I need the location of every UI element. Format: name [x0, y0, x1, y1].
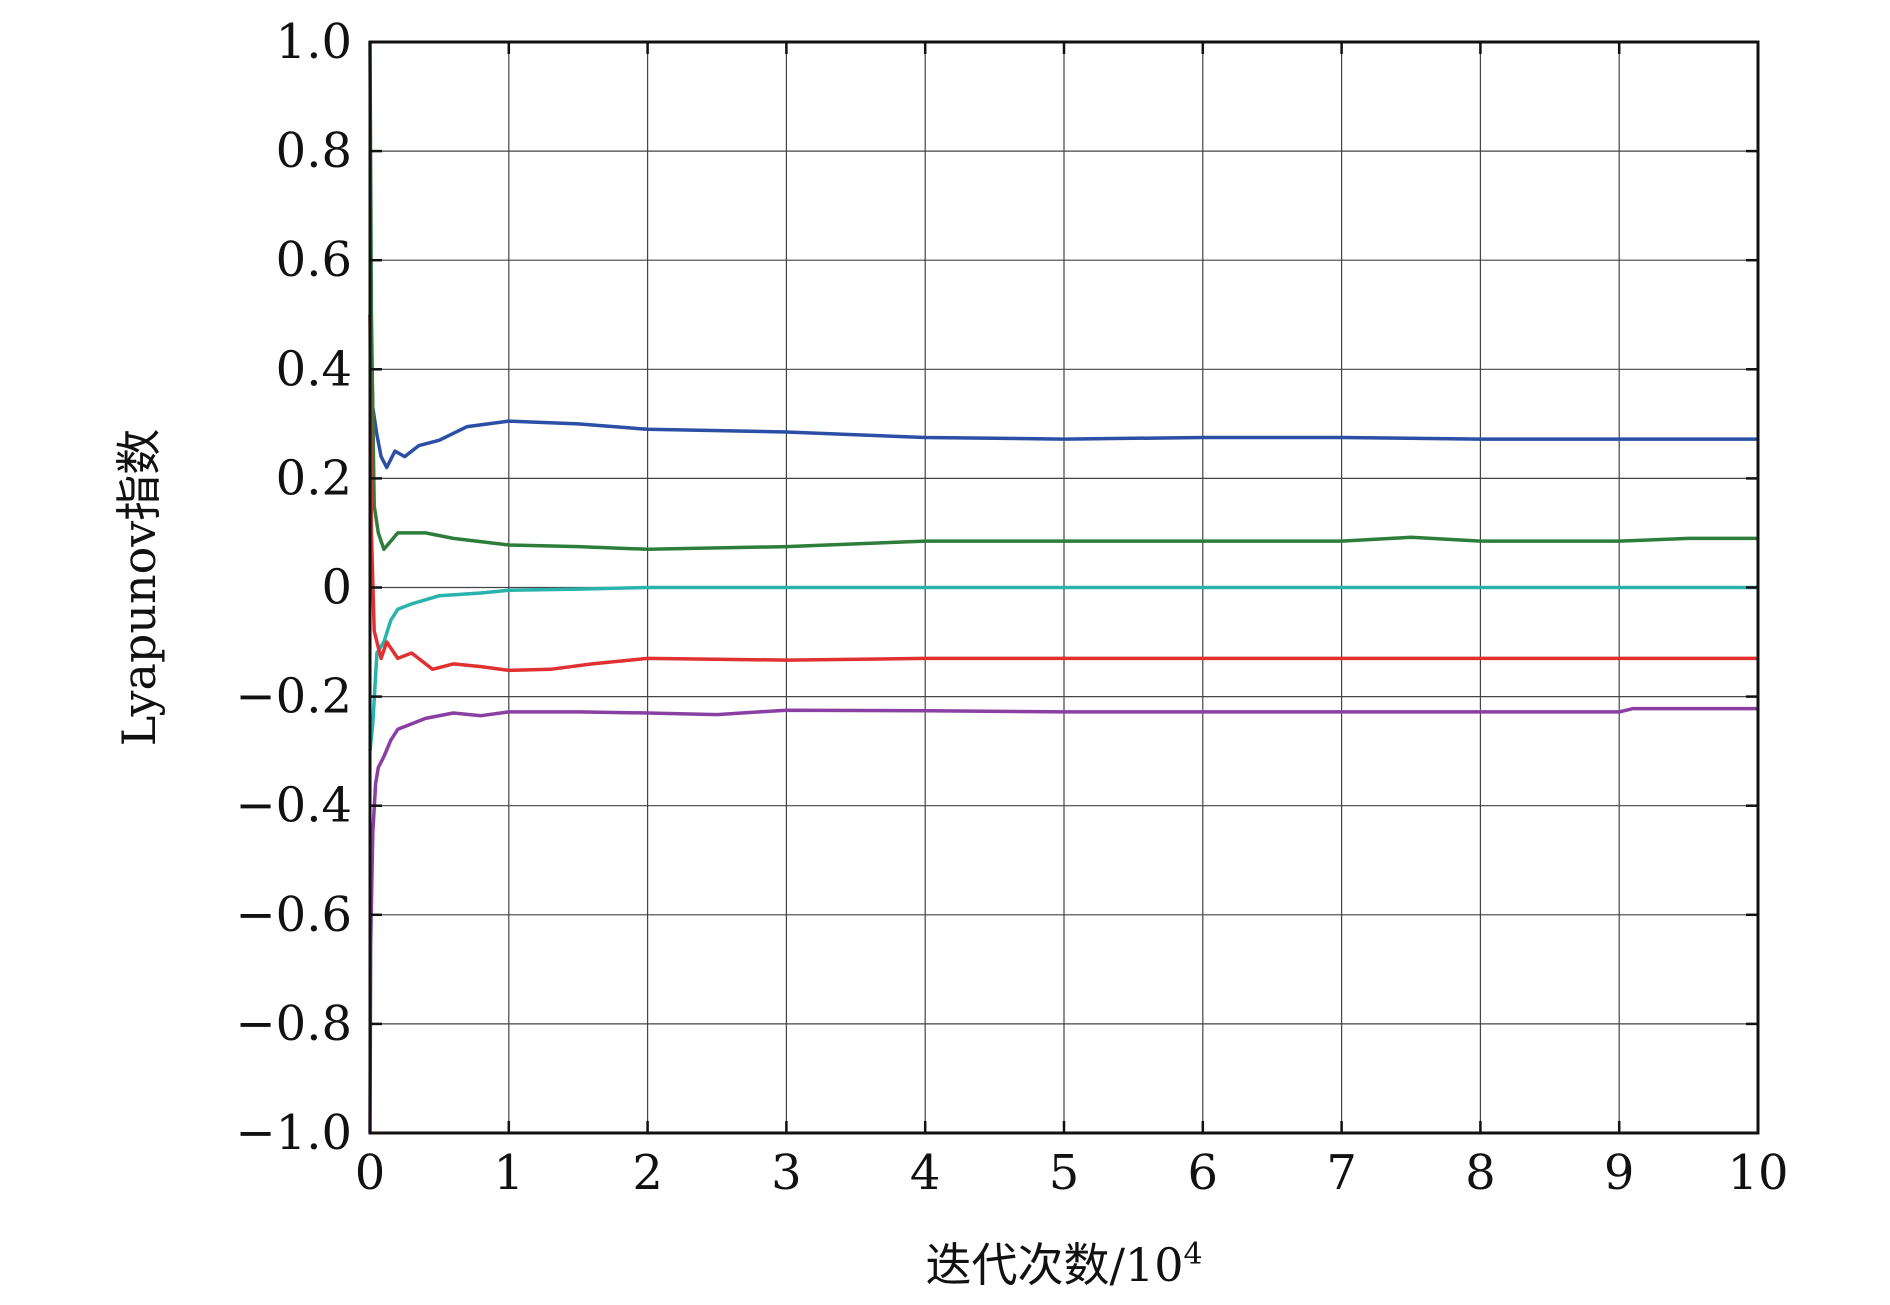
x-tick-label: 6 — [1188, 1145, 1219, 1201]
y-tick-label: 0.4 — [276, 341, 352, 397]
x-axis-label-exponent: 4 — [1183, 1237, 1202, 1272]
series-group — [368, 41, 1758, 1134]
ticks: 0 1 2 3 4 5 6 7 8 9 10 −1.0 −0.8 −0.6 −0.4 −0.2 0 0.2 0.4 0… — [235, 14, 1788, 1201]
x-tick-label: 8 — [1465, 1145, 1496, 1201]
x-tick-label: 7 — [1326, 1145, 1357, 1201]
y-tick-label: 0.6 — [276, 232, 352, 288]
x-tick-label: 0 — [355, 1145, 386, 1201]
series-line-5 — [368, 706, 1758, 1134]
y-axis-label-group: Lyapunov指数 — [112, 429, 166, 747]
x-tick-label: 3 — [771, 1145, 802, 1201]
y-tick-label: 0.8 — [276, 123, 352, 179]
y-tick-label: 0.2 — [276, 450, 352, 506]
y-tick-label: −0.2 — [235, 669, 352, 725]
y-tick-label: 1.0 — [276, 14, 352, 70]
x-axis-label: 迭代次数/104 — [925, 1237, 1202, 1293]
y-tick-label: −0.6 — [235, 887, 352, 943]
y-tick-label: −0.8 — [235, 996, 352, 1052]
x-tick-label: 10 — [1727, 1145, 1788, 1201]
x-tick-label: 2 — [632, 1145, 663, 1201]
y-tick-label: −0.4 — [235, 778, 352, 834]
x-tick-label: 1 — [494, 1145, 525, 1201]
x-axis-label-text: 迭代次数/10 — [925, 1238, 1183, 1292]
x-tick-label: 5 — [1049, 1145, 1080, 1201]
x-tick-label: 9 — [1604, 1145, 1635, 1201]
series-line-4 — [368, 314, 1758, 673]
series-line-1 — [368, 314, 1758, 470]
x-tick-label: 4 — [910, 1145, 941, 1201]
y-tick-label: 0 — [321, 560, 352, 616]
series-line-3 — [368, 585, 1758, 752]
y-axis-label: Lyapunov指数 — [112, 429, 166, 747]
y-tick-label: −1.0 — [235, 1105, 352, 1161]
series-line-2 — [368, 41, 1758, 552]
